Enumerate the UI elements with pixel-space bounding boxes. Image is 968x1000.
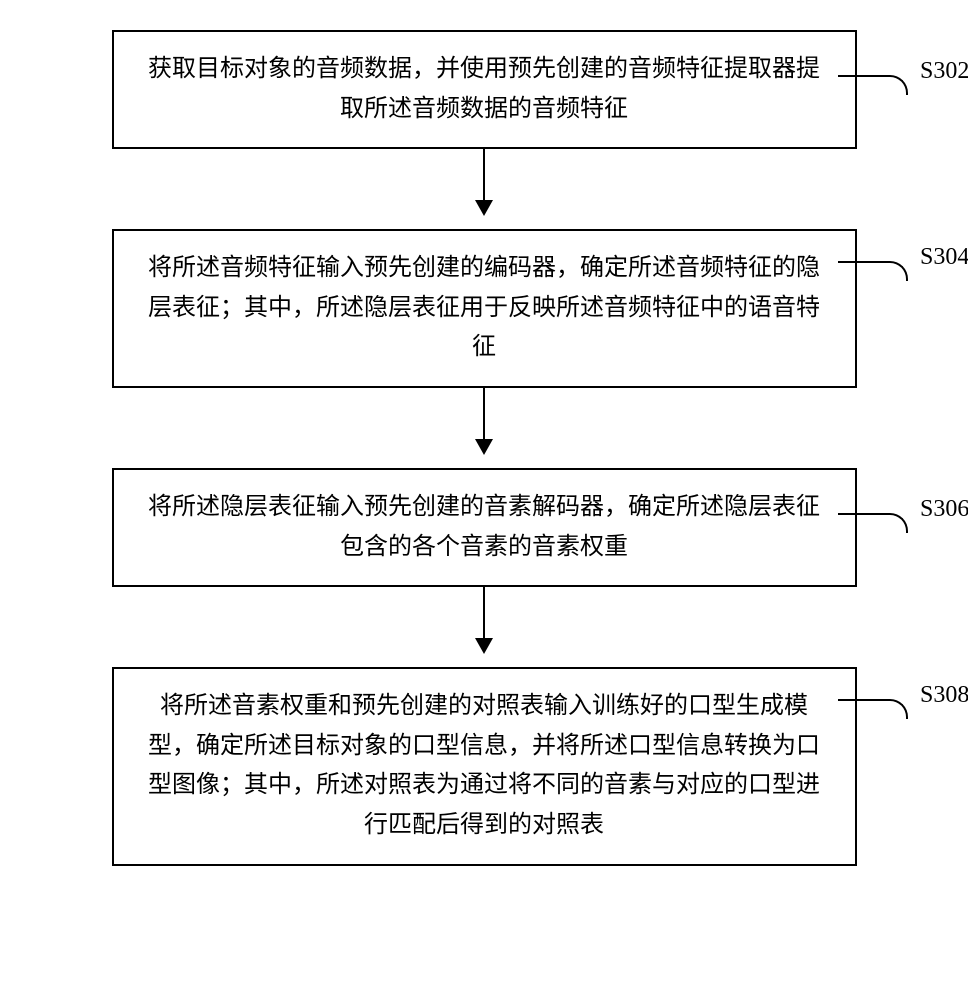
step-box-s302: 获取目标对象的音频数据，并使用预先创建的音频特征提取器提取所述音频数据的音频特征 [112,30,857,149]
arrow-down-icon [483,149,485,214]
step-row-1: 获取目标对象的音频数据，并使用预先创建的音频特征提取器提取所述音频数据的音频特征… [40,30,928,149]
arrow-connector-1 [40,149,928,229]
step-text: 将所述音素权重和预先创建的对照表输入训练好的口型生成模型，确定所述目标对象的口型… [148,693,820,838]
step-text: 将所述隐层表征输入预先创建的音素解码器，确定所述隐层表征包含的各个音素的音素权重 [148,494,820,560]
step-box-s308: 将所述音素权重和预先创建的对照表输入训练好的口型生成模型，确定所述目标对象的口型… [112,667,857,865]
step-label-s302: S302 [920,58,968,85]
step-box-s304: 将所述音频特征输入预先创建的编码器，确定所述音频特征的隐层表征；其中，所述隐层表… [112,229,857,388]
step-text: 获取目标对象的音频数据，并使用预先创建的音频特征提取器提取所述音频数据的音频特征 [148,56,820,122]
step-box-s306: 将所述隐层表征输入预先创建的音素解码器，确定所述隐层表征包含的各个音素的音素权重 [112,468,857,587]
step-row-4: 将所述音素权重和预先创建的对照表输入训练好的口型生成模型，确定所述目标对象的口型… [40,667,928,865]
step-label-s304: S304 [920,244,968,271]
label-connector [838,513,908,533]
arrow-connector-2 [40,388,928,468]
label-connector [838,699,908,719]
step-text: 将所述音频特征输入预先创建的编码器，确定所述音频特征的隐层表征；其中，所述隐层表… [148,255,820,360]
step-label-s308: S308 [920,682,968,709]
arrow-connector-3 [40,587,928,667]
step-row-3: 将所述隐层表征输入预先创建的音素解码器，确定所述隐层表征包含的各个音素的音素权重… [40,468,928,587]
arrow-down-icon [483,587,485,652]
flowchart-container: 获取目标对象的音频数据，并使用预先创建的音频特征提取器提取所述音频数据的音频特征… [40,30,928,866]
label-connector [838,261,908,281]
step-row-2: 将所述音频特征输入预先创建的编码器，确定所述音频特征的隐层表征；其中，所述隐层表… [40,229,928,388]
step-label-s306: S306 [920,496,968,523]
label-connector [838,75,908,95]
arrow-down-icon [483,388,485,453]
